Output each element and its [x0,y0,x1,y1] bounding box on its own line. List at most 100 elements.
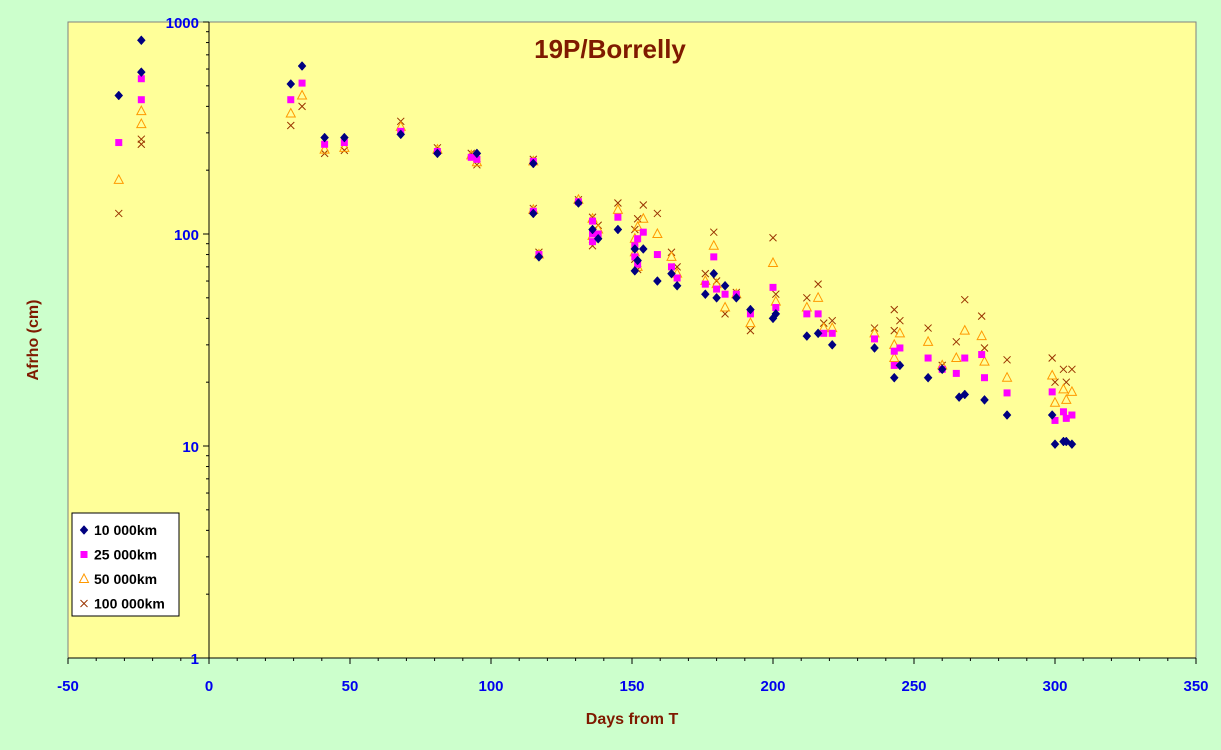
data-point [638,244,648,254]
data-point [814,280,822,289]
data-point [828,316,837,325]
y-tick-label: 1000 [166,15,199,32]
data-point [1058,383,1069,394]
y-tick-label: 10 [182,439,199,456]
data-point [721,310,729,318]
data-point [960,295,969,304]
data-point [827,339,837,350]
data-point [1059,408,1067,416]
data-point [652,227,663,238]
legend: 10 000km 25 000km 50 000km 100 000km [71,512,180,617]
data-point [745,317,756,328]
data-point [701,280,709,288]
x-tick-label: -50 [57,678,79,695]
data-point [828,329,836,337]
data-point [959,324,971,335]
data-point [802,293,811,302]
data-point [588,224,597,235]
data-point [319,143,330,154]
data-point [1062,414,1070,422]
y-tick-label: 1 [191,651,199,668]
x-tick-label: 100 [478,678,503,695]
data-point [666,250,677,261]
data-point [433,148,442,159]
data-point [713,285,721,293]
axes: -50 0 50 100 150 200 250 300 350 1 10 100 1000 [57,15,1208,695]
x-tick-label: 0 [205,678,213,695]
data-point [340,139,348,147]
data-point [473,155,481,163]
data-point [614,199,622,207]
legend-label: 50 000km [94,571,157,587]
legend-marker [79,525,89,535]
data-point [709,228,718,237]
data-point [895,360,905,371]
data-point [701,269,710,278]
data-point [114,209,123,218]
data-point [719,301,731,312]
data-point [633,214,642,223]
data-point [321,140,329,148]
data-point [1048,354,1057,362]
data-point [534,251,544,262]
data-point [320,132,329,143]
data-point [339,141,350,152]
data-point [614,213,622,221]
data-point [667,263,675,271]
data-point [137,75,145,83]
data-point [924,324,932,332]
data-point [137,96,145,104]
chart-title: 19P/Borrelly [534,34,686,64]
data-point [937,364,947,375]
data-point [803,310,811,318]
data-point [287,96,295,104]
legend-label: 25 000km [94,547,157,563]
data-point [721,290,729,298]
x-tick-label: 150 [619,678,644,695]
data-point [952,369,960,377]
data-point [712,292,721,303]
data-point [135,118,147,129]
data-point [528,158,538,169]
data-point [709,268,719,279]
data-point [630,225,639,234]
data-point [812,291,824,302]
data-point [769,233,777,242]
data-point [633,255,642,266]
data-point [672,280,682,291]
data-point [136,35,146,46]
data-point [589,217,597,225]
data-point [135,105,147,116]
data-point [1047,410,1057,420]
data-point [574,198,583,208]
y-axis-title: Afrho (cm) [25,300,42,381]
data-point [889,372,899,383]
data-point [1068,411,1076,419]
x-tick-label: 250 [901,678,926,695]
data-point [1068,365,1076,374]
data-point [1050,439,1060,450]
data-point [113,173,125,184]
data-point [639,228,647,236]
data-point [285,107,297,118]
data-point [814,310,822,318]
data-point [708,239,720,250]
data-point [1051,378,1059,387]
data-point [870,343,879,353]
data-point [802,331,812,341]
data-point [632,220,643,231]
data-point [890,361,898,369]
data-point [667,268,676,279]
data-point [286,121,295,130]
data-point [978,351,986,359]
data-point [771,290,780,299]
data-point [746,326,755,335]
data-point [589,238,597,246]
data-point [980,395,989,405]
data-point [813,328,823,339]
data-point [890,347,898,355]
data-point [593,233,603,244]
data-point [710,253,718,261]
y-tick-label: 100 [174,227,199,244]
